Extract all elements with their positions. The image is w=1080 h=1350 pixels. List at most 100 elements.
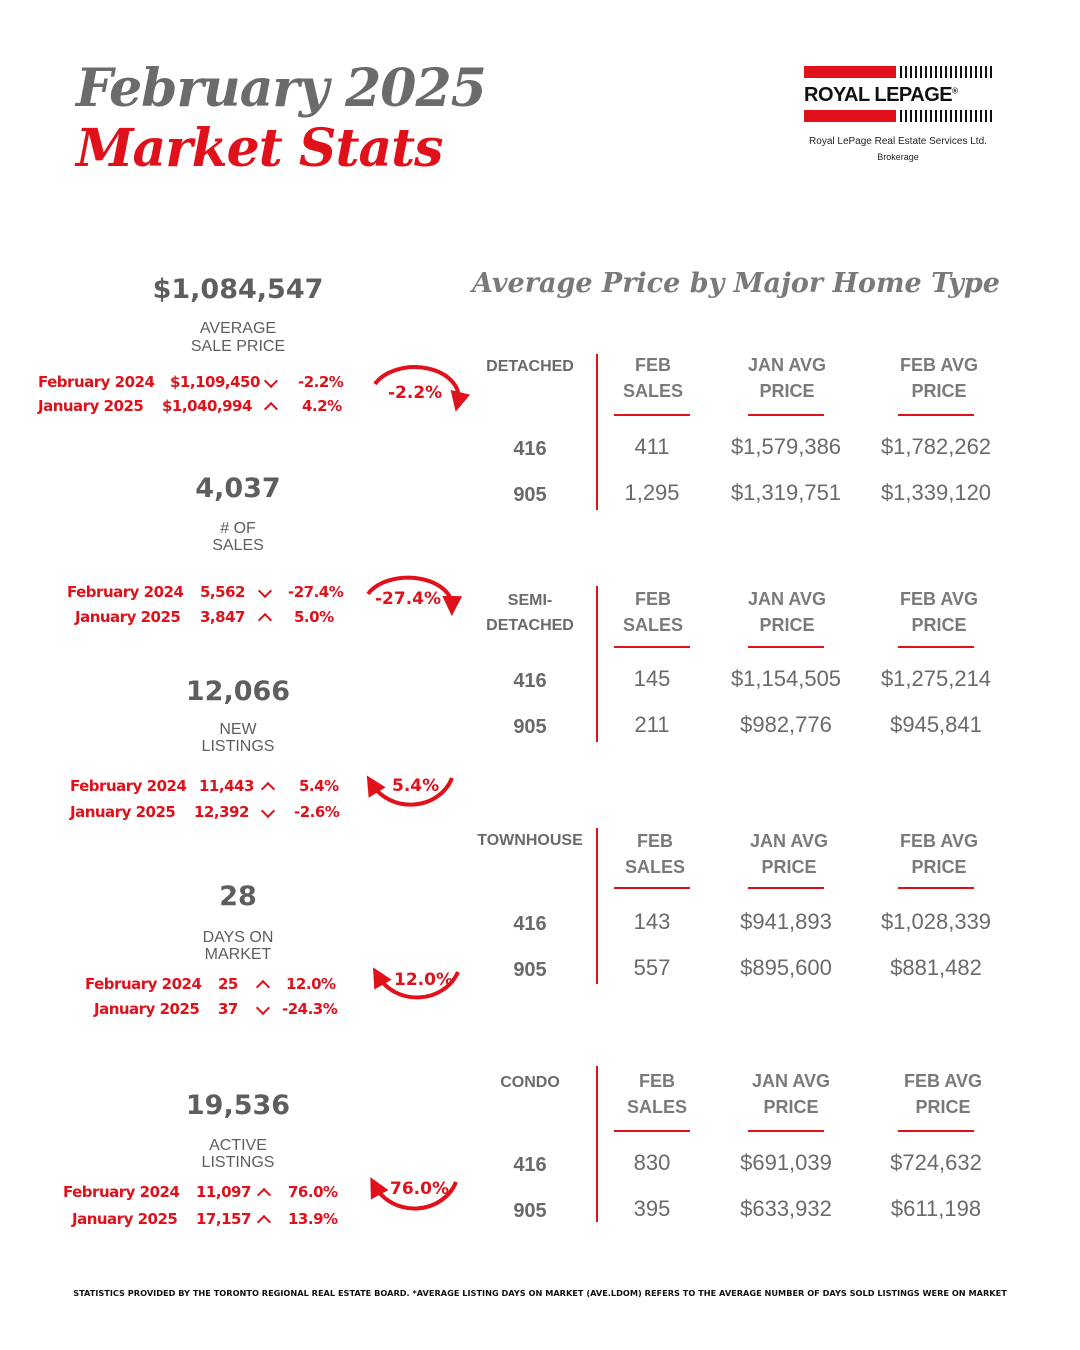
stat-sales-value: 4,037 — [195, 473, 281, 504]
arc-change-label: 76.0% — [390, 1179, 449, 1199]
jan-avg-price-value: $1,579,386 — [730, 434, 842, 459]
column-underline — [614, 414, 690, 416]
logo-wordmark: ROYAL LEPAGE® — [804, 84, 958, 106]
column-header: SALES — [624, 857, 685, 877]
compare-change: -2.6% — [294, 803, 340, 821]
column-header: PRICE — [911, 857, 967, 877]
arc-up-arrow-icon — [373, 967, 460, 1000]
column-divider — [596, 828, 598, 984]
feb-avg-price-value: $1,275,214 — [880, 666, 992, 691]
column-header: FEB AVG — [899, 355, 978, 375]
compare-period: February 2024 — [38, 373, 155, 391]
feb-avg-price-value: $1,339,120 — [880, 480, 992, 505]
column-header: JAN AVG — [747, 355, 826, 375]
column-header: FEB AVG — [903, 1071, 982, 1091]
column-header: SALES — [622, 615, 683, 635]
stat-label-line1: ACTIVE — [209, 1137, 267, 1154]
jan-avg-price-value: $1,319,751 — [730, 480, 842, 505]
stat-label-line2: LISTINGS — [201, 738, 275, 755]
column-header: FEB — [639, 1071, 675, 1091]
compare-value: 37 — [218, 1000, 238, 1018]
column-header: PRICE — [761, 857, 817, 877]
stat-label-line2: SALES — [212, 537, 264, 554]
feb-avg-price-value: $1,028,339 — [880, 909, 992, 934]
arc-change-label: -27.4% — [375, 589, 442, 609]
compare-period: January 2025 — [38, 397, 144, 415]
feb-sales-value: 411 — [634, 434, 670, 459]
logo-red-bar-top — [804, 66, 896, 78]
feb-sales-value: 145 — [633, 666, 671, 691]
compare-change: -2.2% — [298, 373, 344, 391]
logo-stripes-top — [900, 66, 992, 78]
compare-period: February 2024 — [85, 975, 202, 993]
arc-down-arrow-icon — [373, 365, 471, 412]
compare-period: January 2025 — [94, 1000, 200, 1018]
compare-value: 5,562 — [200, 583, 245, 601]
column-header: FEB — [637, 831, 673, 851]
arc-up-arrow-icon — [370, 1177, 458, 1211]
compare-value: 25 — [218, 975, 238, 993]
feb-sales-value: 1,295 — [624, 480, 680, 505]
column-underline — [898, 1130, 974, 1132]
compare-value: 11,097 — [196, 1183, 251, 1201]
jan-avg-price-value: $941,893 — [740, 909, 832, 934]
feb-avg-price-value: $945,841 — [890, 712, 982, 737]
compare-value: 17,157 — [196, 1210, 251, 1228]
home-type-label: DETACHED — [486, 358, 574, 375]
column-underline — [898, 414, 974, 416]
royal-lepage-logo: ROYAL LEPAGE® Royal LePage Real Estate S… — [804, 66, 992, 166]
stat-label-line2: MARKET — [204, 946, 272, 963]
stat-label-line1: NEW — [219, 721, 257, 738]
jan-avg-price-value: $633,932 — [740, 1196, 832, 1221]
feb-avg-price-value: $724,632 — [890, 1150, 982, 1175]
column-header: PRICE — [911, 615, 967, 635]
column-divider — [596, 1066, 598, 1222]
stat-new-listings-value: 12,066 — [185, 676, 291, 707]
compare-period: February 2024 — [70, 777, 187, 795]
compare-value: 11,443 — [199, 777, 254, 795]
logo-brokerage: Brokerage — [877, 152, 919, 162]
column-header: JAN AVG — [751, 1071, 830, 1091]
arc-change-label: 5.4% — [392, 776, 440, 796]
stat-active-listings-value: 19,536 — [185, 1090, 291, 1121]
area-code: 416 — [513, 670, 547, 692]
compare-change: 5.4% — [299, 777, 339, 795]
compare-change: -24.3% — [282, 1000, 338, 1018]
compare-change: 12.0% — [286, 975, 336, 993]
stat-days-on-market-value: 28 — [219, 881, 257, 912]
compare-value: $1,040,994 — [162, 397, 252, 415]
column-divider — [596, 354, 598, 510]
column-underline — [898, 887, 974, 889]
area-code: 905 — [513, 959, 547, 981]
feb-sales-value: 557 — [633, 955, 671, 980]
footer-note: STATISTICS PROVIDED BY THE TORONTO REGIO… — [73, 1288, 1007, 1298]
home-type-label: DETACHED — [486, 617, 574, 634]
feb-sales-value: 143 — [633, 909, 671, 934]
arc-change-label: 12.0% — [394, 970, 453, 990]
feb-avg-price-value: $611,198 — [890, 1196, 982, 1221]
area-code: 905 — [513, 716, 547, 738]
area-code: 416 — [513, 1154, 547, 1176]
column-header: FEB AVG — [899, 589, 978, 609]
column-underline — [614, 1130, 690, 1132]
compare-change: 76.0% — [288, 1183, 338, 1201]
column-header: JAN AVG — [747, 589, 826, 609]
column-header: FEB — [635, 589, 671, 609]
column-header: SALES — [626, 1097, 687, 1117]
stat-label-line1: AVERAGE — [199, 320, 277, 337]
area-code: 905 — [513, 1200, 547, 1222]
compare-period: February 2024 — [67, 583, 184, 601]
stat-label-line2: LISTINGS — [201, 1154, 275, 1171]
stat-average-sale-price-value: $1,084,547 — [152, 274, 324, 305]
compare-value: $1,109,450 — [170, 373, 260, 391]
area-code: 905 — [513, 484, 547, 506]
column-header: PRICE — [759, 615, 815, 635]
column-underline — [614, 646, 690, 648]
arc-change-label: -2.2% — [388, 383, 443, 403]
logo-company: Royal LePage Real Estate Services Ltd. — [809, 136, 987, 147]
compare-change: 13.9% — [288, 1210, 338, 1228]
compare-period: January 2025 — [70, 803, 176, 821]
compare-change: -27.4% — [288, 583, 344, 601]
area-code: 416 — [513, 438, 547, 460]
